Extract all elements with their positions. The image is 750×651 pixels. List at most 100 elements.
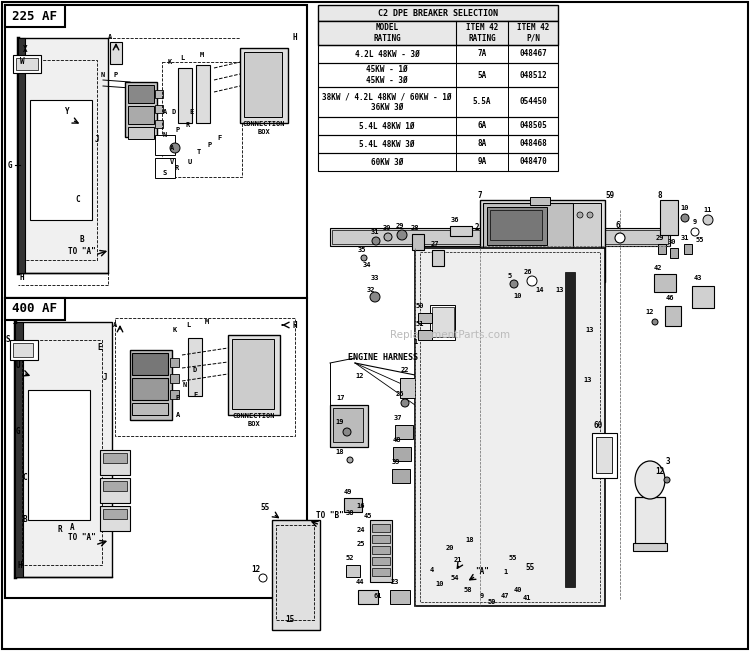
Text: 55: 55 bbox=[509, 555, 518, 561]
Text: L: L bbox=[180, 55, 184, 61]
Text: X: X bbox=[22, 46, 27, 55]
Bar bbox=[162, 62, 242, 177]
Bar bbox=[654, 274, 676, 292]
Text: 12: 12 bbox=[251, 566, 261, 574]
Circle shape bbox=[343, 428, 351, 436]
Text: 048467: 048467 bbox=[519, 49, 547, 59]
Text: K: K bbox=[172, 327, 177, 333]
Text: G: G bbox=[16, 428, 20, 437]
Text: 16: 16 bbox=[357, 503, 365, 509]
Text: 31: 31 bbox=[681, 235, 689, 241]
Text: F: F bbox=[217, 135, 222, 141]
Text: 054450: 054450 bbox=[519, 98, 547, 107]
Bar bbox=[658, 244, 666, 254]
Text: 34: 34 bbox=[363, 262, 371, 268]
Bar bbox=[393, 447, 411, 461]
Bar bbox=[18, 38, 108, 273]
Text: 5A: 5A bbox=[477, 70, 487, 79]
Bar bbox=[188, 338, 202, 396]
Bar bbox=[490, 210, 542, 240]
Text: MODEL
RATING: MODEL RATING bbox=[374, 23, 400, 43]
Text: 2: 2 bbox=[475, 223, 479, 232]
Text: 39: 39 bbox=[392, 459, 400, 465]
Text: 29: 29 bbox=[396, 223, 404, 229]
Bar bbox=[170, 390, 179, 399]
Text: 47: 47 bbox=[501, 593, 509, 599]
Bar bbox=[346, 565, 360, 577]
Text: D: D bbox=[193, 367, 197, 373]
Text: 6A: 6A bbox=[477, 122, 487, 130]
Circle shape bbox=[527, 276, 537, 286]
Bar bbox=[132, 403, 168, 415]
Text: T: T bbox=[13, 324, 17, 333]
Text: 9: 9 bbox=[480, 593, 484, 599]
Bar bbox=[530, 197, 550, 205]
Bar bbox=[420, 252, 600, 602]
Text: 3: 3 bbox=[666, 458, 670, 467]
Text: 55: 55 bbox=[260, 503, 270, 512]
Text: 7A: 7A bbox=[477, 49, 487, 59]
Text: 11: 11 bbox=[704, 207, 712, 213]
Text: 13: 13 bbox=[556, 287, 564, 293]
Text: 22: 22 bbox=[400, 367, 410, 373]
Circle shape bbox=[577, 212, 583, 218]
Text: B: B bbox=[22, 516, 27, 525]
Text: R: R bbox=[175, 165, 179, 171]
Text: C: C bbox=[22, 473, 27, 482]
Bar bbox=[110, 42, 122, 64]
Bar bbox=[276, 525, 314, 620]
Bar bbox=[318, 135, 558, 153]
Text: 048468: 048468 bbox=[519, 139, 547, 148]
Bar bbox=[100, 478, 130, 503]
Bar bbox=[5, 5, 65, 27]
Text: 46: 46 bbox=[666, 295, 674, 301]
Text: N: N bbox=[163, 132, 167, 138]
Text: ITEM 42
RATING: ITEM 42 RATING bbox=[466, 23, 498, 43]
Text: 4.2L 48KW - 3Ø: 4.2L 48KW - 3Ø bbox=[355, 49, 419, 59]
Text: C2 DPE BREAKER SELECTION: C2 DPE BREAKER SELECTION bbox=[378, 8, 498, 18]
Text: 10: 10 bbox=[514, 293, 522, 299]
Text: E: E bbox=[189, 109, 194, 115]
Text: 1: 1 bbox=[504, 569, 509, 575]
Text: 13: 13 bbox=[586, 327, 594, 333]
Text: N: N bbox=[100, 72, 105, 78]
Text: 048512: 048512 bbox=[519, 70, 547, 79]
Circle shape bbox=[681, 214, 689, 222]
Text: "A": "A" bbox=[475, 568, 489, 577]
Text: E: E bbox=[98, 344, 102, 352]
Bar bbox=[333, 408, 363, 442]
Circle shape bbox=[615, 233, 625, 243]
Bar bbox=[115, 318, 295, 436]
Text: 35: 35 bbox=[358, 247, 366, 253]
Text: 9: 9 bbox=[693, 219, 698, 225]
Text: C: C bbox=[76, 195, 80, 204]
Text: 52: 52 bbox=[346, 555, 354, 561]
Text: 7: 7 bbox=[478, 191, 482, 201]
Text: 18: 18 bbox=[466, 537, 474, 543]
Text: 048470: 048470 bbox=[519, 158, 547, 167]
Bar bbox=[25, 60, 97, 260]
Text: TO "B": TO "B" bbox=[316, 512, 344, 521]
Bar bbox=[170, 374, 179, 383]
Bar bbox=[573, 203, 601, 275]
Bar bbox=[13, 343, 33, 357]
Bar bbox=[128, 127, 154, 139]
Bar bbox=[5, 5, 307, 298]
Text: 59: 59 bbox=[605, 191, 615, 201]
Bar bbox=[132, 378, 168, 400]
Text: 33: 33 bbox=[370, 275, 380, 281]
Text: H: H bbox=[292, 320, 297, 329]
Text: 36: 36 bbox=[451, 217, 459, 223]
Text: J: J bbox=[94, 135, 99, 145]
Circle shape bbox=[652, 319, 658, 325]
Text: 12: 12 bbox=[356, 373, 364, 379]
Text: P: P bbox=[208, 142, 212, 148]
Bar bbox=[372, 535, 390, 543]
Bar bbox=[565, 272, 575, 587]
Bar bbox=[318, 5, 558, 21]
Bar bbox=[155, 158, 175, 178]
Bar bbox=[430, 305, 455, 340]
Text: 31: 31 bbox=[370, 229, 380, 235]
Text: 59: 59 bbox=[488, 599, 496, 605]
Text: 20: 20 bbox=[446, 545, 454, 551]
